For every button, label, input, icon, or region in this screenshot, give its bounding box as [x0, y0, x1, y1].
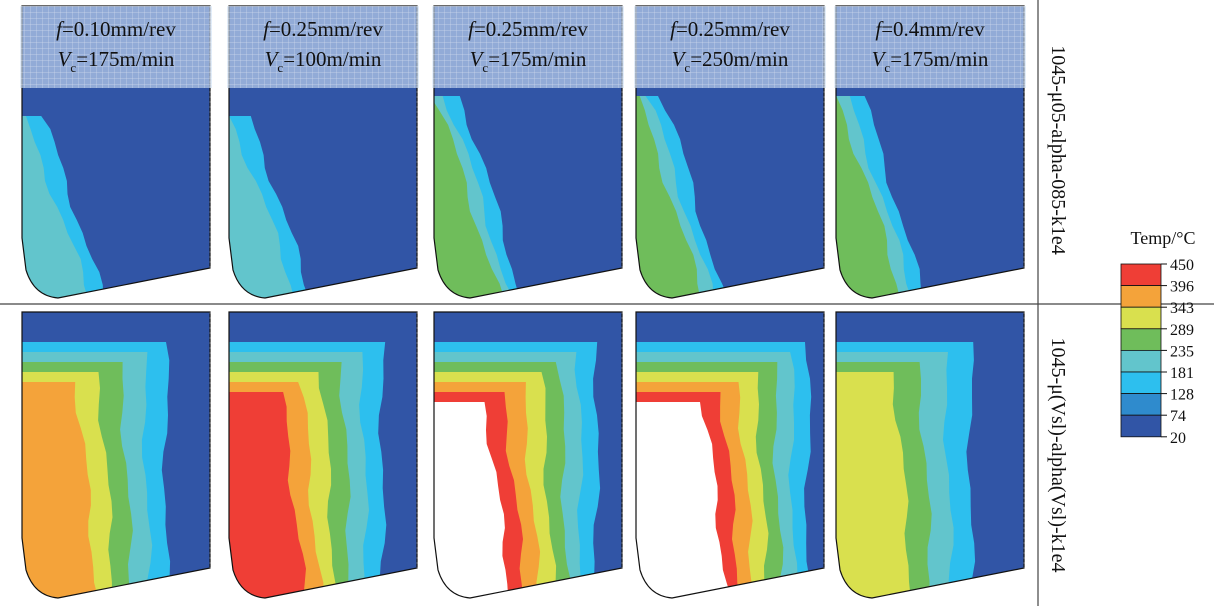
temperature-band — [836, 96, 900, 298]
temperature-legend: Temp/°C 450 396 343 289 235 181 128 74 20 — [1120, 228, 1196, 447]
cutting-speed-label: Vc=250m/min — [672, 47, 789, 75]
speed-subscript: c — [482, 60, 488, 75]
legend-swatch — [1120, 371, 1162, 395]
tool-outline — [433, 5, 623, 299]
speed-value: =250m/min — [690, 47, 789, 71]
temperature-band — [434, 96, 504, 298]
speed-symbol: V — [470, 47, 485, 71]
cutting-speed-label: Vc=100m/min — [265, 47, 382, 75]
speed-subscript: c — [684, 60, 690, 75]
legend-tick-label: 343 — [1170, 300, 1194, 317]
legend-tick-label: 450 — [1170, 257, 1194, 274]
legend-tick-label: 20 — [1170, 430, 1186, 447]
speed-value: =175m/min — [890, 47, 989, 71]
speed-value: =175m/min — [488, 47, 587, 71]
legend-tick-label: 235 — [1170, 343, 1194, 360]
legend-tick-label: 289 — [1170, 322, 1194, 339]
row-label-top: 1045-μ05-alpha-085-k1e4 — [1047, 45, 1069, 255]
legend-swatch — [1120, 414, 1162, 438]
legend-tick-label: 396 — [1170, 279, 1194, 296]
feed-symbol: f — [468, 17, 477, 41]
feed-value: =0.10mm/rev — [62, 17, 176, 41]
speed-symbol: V — [672, 47, 687, 71]
legend-swatch — [1120, 328, 1162, 351]
feed-value: =0.4mm/rev — [881, 17, 985, 41]
tool-outline — [835, 5, 1025, 299]
cutting-speed-label: Vc=175m/min — [58, 47, 175, 75]
temperature-band — [836, 372, 911, 598]
speed-value: =100m/min — [283, 47, 382, 71]
legend-tick-label: 74 — [1170, 408, 1186, 425]
parameter-labels-layer: f=0.10mm/revVc=175m/minf=0.25mm/revVc=10… — [20, 6, 1026, 88]
contour-panels — [21, 5, 1025, 599]
tool-outline — [635, 311, 825, 599]
contour-panel — [433, 311, 623, 599]
feed-rate-label: f=0.25mm/rev — [670, 17, 790, 41]
legend-swatch — [1120, 263, 1162, 287]
speed-subscript: c — [277, 60, 283, 75]
temperature-band — [22, 382, 99, 598]
legend-tick-label: 128 — [1170, 387, 1194, 404]
feed-value: =0.25mm/rev — [676, 17, 790, 41]
label-overlay-grid — [834, 6, 1026, 88]
feed-symbol: f — [670, 17, 679, 41]
tool-outline — [21, 311, 211, 599]
contour-panel — [635, 311, 825, 599]
legend-tick-label: 181 — [1170, 365, 1194, 382]
cutting-speed-label: Vc=175m/min — [872, 47, 989, 75]
feed-symbol: f — [263, 17, 272, 41]
temperature-band — [229, 392, 306, 598]
tool-outline — [433, 311, 623, 599]
speed-symbol: V — [58, 47, 73, 71]
speed-symbol: V — [872, 47, 887, 71]
tool-outline — [835, 311, 1025, 599]
speed-value: =175m/min — [76, 47, 175, 71]
legend-tick-labels: 450 396 343 289 235 181 128 74 20 — [1161, 257, 1194, 447]
legend-title: Temp/°C — [1131, 228, 1196, 248]
feed-value: =0.25mm/rev — [269, 17, 383, 41]
tool-outline — [635, 5, 825, 299]
contour-panel — [835, 311, 1025, 599]
temperature-band — [229, 116, 294, 298]
tool-outline — [228, 311, 418, 599]
legend-swatch — [1120, 393, 1162, 416]
legend-swatch — [1120, 306, 1162, 330]
feed-rate-label: f=0.4mm/rev — [875, 17, 985, 41]
row-label-bottom: 1045-μ(Vsl)-alpha(Vsl)-k1e4 — [1047, 337, 1069, 572]
tool-outline — [228, 5, 418, 299]
legend-swatch — [1120, 349, 1162, 373]
temperature-band — [22, 116, 88, 298]
feed-rate-label: f=0.25mm/rev — [263, 17, 383, 41]
cutting-speed-label: Vc=175m/min — [470, 47, 587, 75]
speed-symbol: V — [265, 47, 280, 71]
legend-swatch — [1120, 285, 1162, 308]
feed-rate-label: f=0.25mm/rev — [468, 17, 588, 41]
temperature-band — [434, 402, 509, 598]
feed-value: =0.25mm/rev — [474, 17, 588, 41]
contour-panel — [21, 311, 211, 599]
temperature-band — [636, 96, 701, 298]
speed-subscript: c — [70, 60, 76, 75]
contour-panel — [228, 311, 418, 599]
tool-outline — [21, 5, 211, 299]
label-overlay-grid — [634, 6, 826, 88]
feed-symbol: f — [56, 17, 65, 41]
temperature-band — [636, 412, 717, 598]
feed-rate-label: f=0.10mm/rev — [56, 17, 176, 41]
label-overlay-grid — [432, 6, 624, 88]
speed-subscript: c — [884, 60, 890, 75]
legend-colorbar — [1120, 263, 1162, 438]
feed-symbol: f — [875, 17, 884, 41]
label-overlay-grid — [227, 6, 419, 88]
label-overlay-grid — [20, 6, 212, 88]
